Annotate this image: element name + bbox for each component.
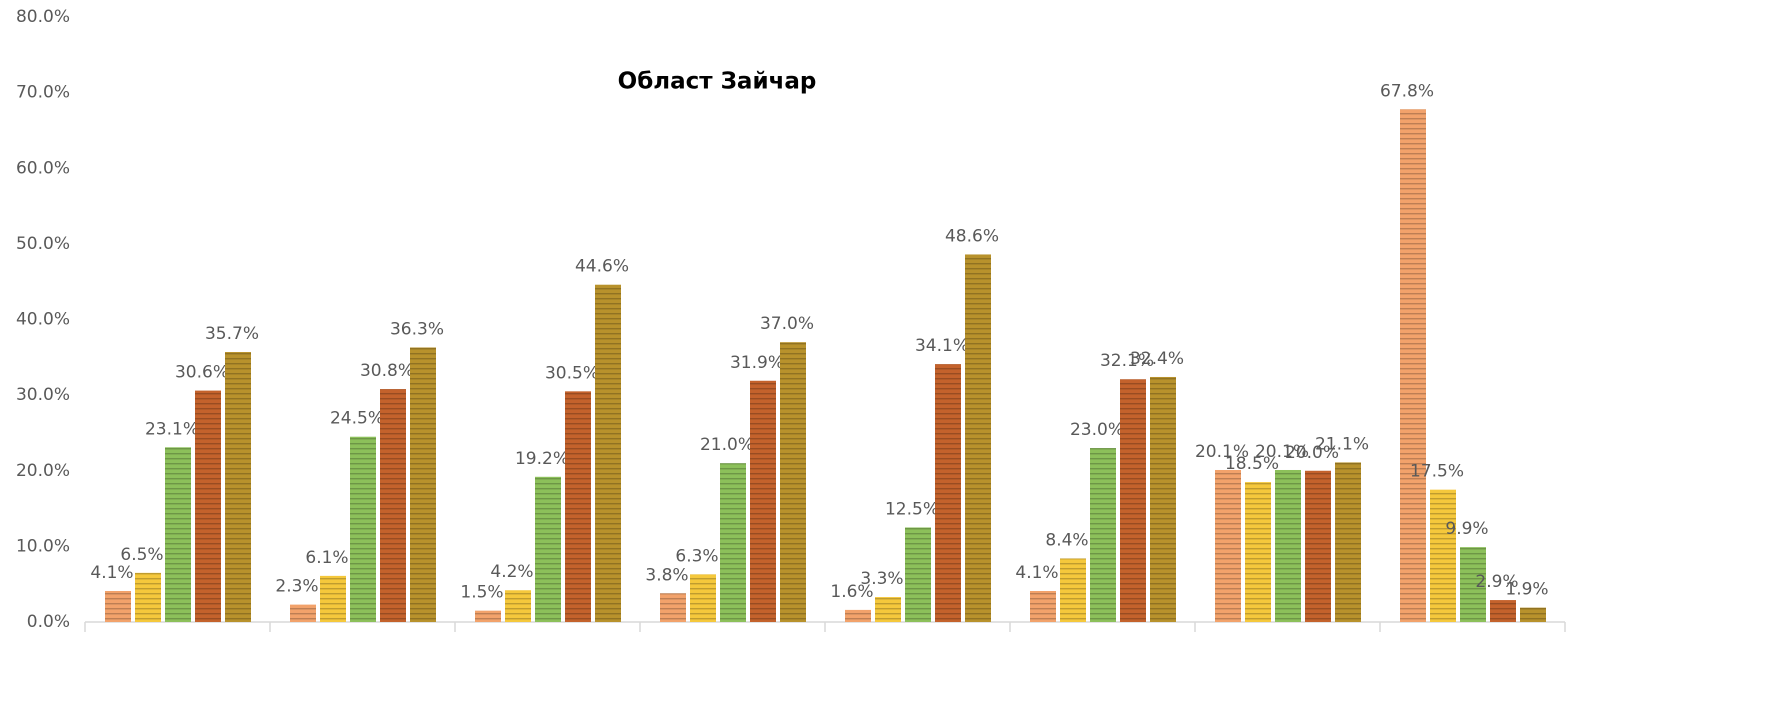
data-label: 6.5%	[120, 545, 163, 565]
bar	[320, 575, 346, 622]
bar	[720, 463, 746, 622]
bar	[535, 476, 561, 622]
data-label: 24.5%	[330, 409, 384, 429]
bar	[1060, 558, 1086, 622]
bar	[1430, 489, 1456, 622]
bar	[845, 609, 871, 622]
data-label: 4.1%	[1015, 563, 1058, 583]
bar	[935, 364, 961, 622]
data-label: 6.3%	[675, 546, 718, 566]
data-label: 32.1%	[1100, 351, 1154, 371]
bar	[875, 597, 901, 622]
data-label: 23.0%	[1070, 420, 1124, 440]
y-tick-label: 0.0%	[27, 612, 70, 632]
bar	[135, 572, 161, 622]
bar	[225, 352, 251, 622]
data-label: 48.6%	[945, 226, 999, 246]
data-label: 6.1%	[305, 548, 348, 568]
bar	[1520, 607, 1546, 622]
bar	[165, 447, 191, 622]
y-tick-label: 50.0%	[16, 234, 70, 254]
bar	[780, 342, 806, 622]
bar	[1400, 109, 1426, 622]
data-label: 35.7%	[205, 324, 259, 344]
data-label: 30.6%	[175, 363, 229, 383]
data-label: 19.2%	[515, 449, 569, 469]
bar	[1030, 590, 1056, 622]
data-label: 44.6%	[575, 257, 629, 277]
y-tick-label: 60.0%	[16, 158, 70, 178]
y-tick-label: 10.0%	[16, 536, 70, 556]
y-tick-label: 20.0%	[16, 461, 70, 481]
data-label: 21.0%	[700, 435, 754, 455]
bar	[660, 593, 686, 622]
bar	[965, 254, 991, 622]
data-label: 20.1%	[1195, 442, 1249, 462]
y-tick-label: 40.0%	[16, 310, 70, 330]
bar	[475, 610, 501, 622]
data-label: 67.8%	[1380, 81, 1434, 101]
data-label: 31.9%	[730, 353, 784, 373]
data-label: 37.0%	[760, 314, 814, 334]
data-label: 3.8%	[645, 565, 688, 585]
bar	[595, 284, 621, 622]
bar	[1150, 376, 1176, 622]
bar	[380, 389, 406, 622]
bar	[290, 604, 316, 622]
data-label: 17.5%	[1410, 462, 1464, 482]
data-label: 18.5%	[1225, 454, 1279, 474]
bar	[1335, 462, 1361, 622]
bar	[105, 590, 131, 622]
bar	[690, 574, 716, 622]
data-label: 1.6%	[830, 582, 873, 602]
data-label: 30.8%	[360, 361, 414, 381]
bar	[505, 590, 531, 622]
data-label: 30.5%	[545, 363, 599, 383]
y-tick-label: 70.0%	[16, 83, 70, 103]
data-label: 34.1%	[915, 336, 969, 356]
data-label: 1.5%	[460, 583, 503, 603]
bar	[1275, 469, 1301, 622]
data-label: 32.4%	[1130, 349, 1184, 369]
bar	[565, 391, 591, 622]
data-label: 23.1%	[145, 419, 199, 439]
data-label: 20.0%	[1285, 443, 1339, 463]
data-label: 3.3%	[860, 569, 903, 589]
data-label: 8.4%	[1045, 530, 1088, 550]
bar	[1490, 600, 1516, 622]
data-label: 36.3%	[390, 319, 444, 339]
data-label: 4.1%	[90, 563, 133, 583]
data-label: 9.9%	[1445, 519, 1488, 539]
bar	[350, 436, 376, 622]
data-label: 1.9%	[1505, 580, 1548, 600]
bar	[1215, 469, 1241, 622]
data-label: 21.1%	[1315, 434, 1369, 454]
data-label: 20.1%	[1255, 442, 1309, 462]
bar	[1305, 470, 1331, 622]
bar	[750, 380, 776, 622]
bar	[1090, 448, 1116, 622]
y-tick-label: 80.0%	[16, 7, 70, 27]
bar	[1120, 379, 1146, 622]
bar	[905, 527, 931, 622]
data-label: 2.3%	[275, 577, 318, 597]
bar	[1245, 482, 1271, 622]
bar	[195, 390, 221, 622]
bar	[1460, 547, 1486, 622]
data-label: 2.9%	[1475, 572, 1518, 592]
data-label: 12.5%	[885, 499, 939, 519]
bar	[410, 347, 436, 622]
chart-title: Област Зайчар	[618, 69, 817, 95]
data-label: 4.2%	[490, 562, 533, 582]
y-tick-label: 30.0%	[16, 385, 70, 405]
